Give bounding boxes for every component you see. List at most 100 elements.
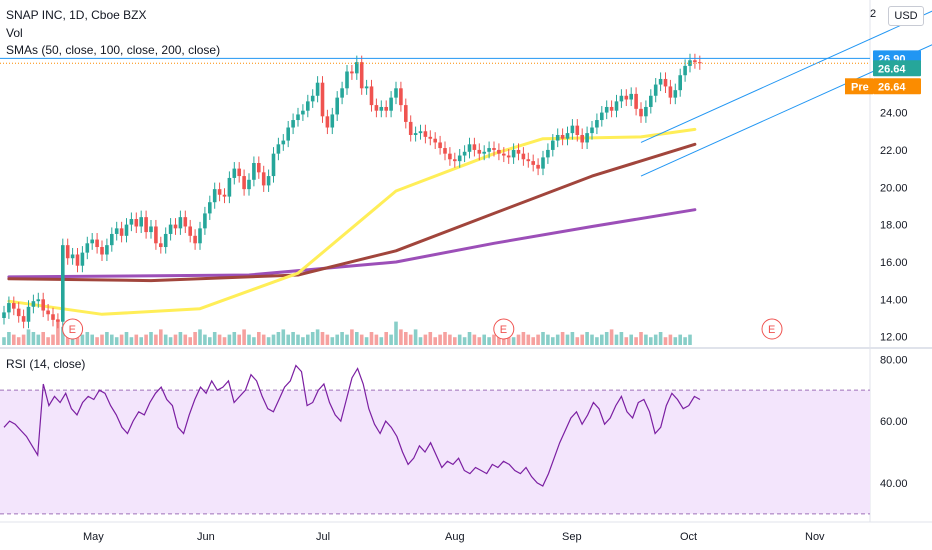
candle-body	[575, 125, 580, 135]
candle-body	[188, 226, 192, 236]
candle-body	[634, 93, 638, 109]
volume-bar	[472, 334, 477, 345]
candle-body	[516, 149, 521, 154]
candle-body	[65, 245, 70, 259]
candle-body	[394, 88, 398, 98]
price-tick-label: 18.00	[880, 220, 908, 232]
candle-body	[261, 172, 266, 186]
candle-body	[531, 161, 535, 165]
volume-bar	[487, 337, 491, 345]
volume-bar	[555, 334, 560, 345]
candle-body	[237, 168, 241, 177]
volume-bar	[575, 337, 580, 345]
candle-body	[418, 131, 423, 134]
volume-bar	[149, 332, 153, 345]
candle-body	[276, 144, 281, 154]
volume-bar	[516, 334, 521, 345]
volume-bar	[203, 334, 207, 345]
candle-body	[673, 90, 678, 98]
volume-bar	[12, 334, 16, 345]
volume-bar	[644, 334, 648, 345]
candle-body	[428, 136, 433, 139]
volume-bar	[502, 337, 506, 345]
candle-body	[595, 120, 599, 128]
volume-bar	[413, 329, 418, 345]
earnings-marker: E	[69, 324, 76, 336]
volume-bar	[506, 334, 511, 345]
volume-bar	[46, 337, 50, 345]
sma-legend: SMAs (50, close, 100, close, 200, close)	[6, 43, 221, 57]
candle-body	[590, 127, 594, 134]
candle-body	[217, 189, 222, 195]
volume-bar	[296, 334, 300, 345]
volume-bar	[183, 334, 188, 345]
sma100-line	[7, 142, 697, 283]
volume-bar	[330, 337, 335, 345]
volume-bar	[404, 332, 408, 345]
volume-bar	[389, 334, 393, 345]
candle-body	[649, 95, 653, 107]
channel-upper-line	[640, 10, 932, 143]
candle-body	[232, 168, 237, 178]
candle-body	[384, 106, 388, 111]
volume-bar	[350, 329, 354, 345]
candle-body	[359, 62, 364, 89]
candle-body	[472, 144, 477, 150]
volume-bar	[649, 337, 653, 345]
candle-body	[203, 213, 207, 229]
candle-body	[168, 224, 173, 234]
candle-body	[438, 142, 442, 149]
volume-bar	[423, 334, 428, 345]
candle-body	[257, 162, 261, 173]
candle-body	[443, 148, 447, 154]
volume-bar	[629, 334, 633, 345]
candle-body	[600, 112, 604, 121]
last-price-badge-bg	[873, 60, 921, 77]
volume-bar	[2, 337, 6, 345]
candle-body	[423, 131, 428, 137]
candle-body	[413, 133, 418, 135]
price-tick-label: 24.00	[880, 108, 908, 120]
candle-body	[653, 84, 658, 96]
pre-price-badge: 26.64	[878, 81, 906, 93]
volume-bar	[163, 334, 168, 345]
volume-bar	[355, 332, 359, 345]
volume-bar	[595, 337, 599, 345]
volume-bar	[291, 332, 295, 345]
volume-bar	[511, 337, 516, 345]
candle-body	[379, 106, 384, 111]
earnings-marker: E	[768, 324, 775, 336]
volume-bar	[335, 334, 339, 345]
candle-body	[355, 62, 359, 74]
candle-body	[56, 319, 60, 322]
volume-bar	[110, 334, 114, 345]
candle-body	[536, 164, 540, 169]
volume-bar	[531, 337, 535, 345]
candle-body	[124, 224, 129, 236]
candle-body	[663, 78, 668, 87]
volume-bar	[114, 337, 119, 345]
volume-bar	[536, 334, 540, 345]
candle-body	[369, 86, 374, 106]
candle-body	[560, 134, 565, 139]
volume-bar	[26, 329, 31, 345]
candle-body	[678, 75, 682, 91]
volume-bar	[453, 337, 457, 345]
volume-bar	[237, 334, 241, 345]
volume-bar	[90, 334, 94, 345]
currency-button[interactable]: USD	[888, 6, 924, 26]
volume-bar	[154, 334, 158, 345]
volume-bar	[21, 334, 26, 345]
candle-body	[693, 60, 697, 63]
price-tick-label: 22.00	[880, 145, 908, 157]
candle-body	[266, 176, 271, 186]
candle-body	[291, 120, 295, 128]
volume-bar	[217, 334, 222, 345]
price-tick-label: 12.00	[880, 332, 908, 344]
candle-body	[487, 148, 491, 152]
candle-body	[325, 116, 330, 128]
candle-body	[41, 299, 45, 311]
volume-bar	[271, 334, 276, 345]
volume-bar	[639, 332, 643, 345]
candle-body	[16, 308, 21, 317]
